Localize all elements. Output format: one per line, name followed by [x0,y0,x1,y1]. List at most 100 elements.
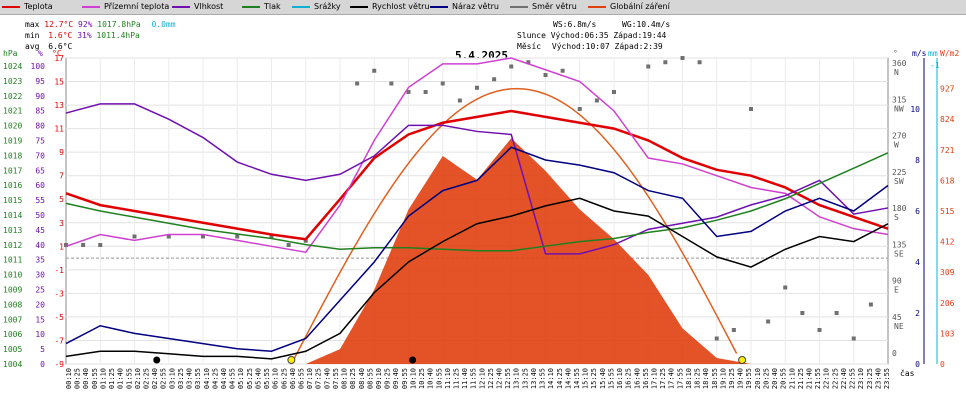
hpa-tick-label: 1023 [3,77,22,86]
wind-direction-point [766,319,771,324]
wind-direction-point [543,73,548,77]
hpa-tick-label: 1011 [3,256,22,265]
time-tick-label: 11:25 [452,368,460,389]
time-tick-label: 14:10 [547,368,555,389]
hpa-tick-label: 1010 [3,271,22,280]
time-tick-label: 01:25 [108,368,116,389]
legend-label: Teplota [24,2,53,11]
pct-tick-label: 65 [35,166,45,175]
wind-direction-point [697,60,702,65]
wind-direction-point [800,311,805,315]
moonset-marker [153,356,161,364]
direction-tick-value: 225 [892,168,907,177]
legend-swatch [172,5,190,8]
wind-direction-point [594,98,599,103]
stat-wg: WG:10.4m/s [622,20,671,29]
stat-max-temp: 12.7°C [44,20,74,29]
time-tick-label: 10:40 [427,368,435,389]
direction-tick-value: 135 [892,240,907,249]
wind-direction-point [560,68,565,73]
legend-label: Náraz větru [452,2,499,11]
wm2-tick-label: 721 [940,146,955,155]
time-tick-label: 18:10 [685,368,693,389]
pct-tick-label: 30 [35,271,45,280]
time-tick-label: 12:25 [487,368,495,389]
pct-tick-label: 75 [35,137,45,146]
stat-min-press: 1011.4hPa [96,31,140,40]
celsius-tick-label: -7 [54,336,64,345]
hpa-tick-label: 1009 [3,286,22,295]
celsius-tick-label: 11 [54,125,64,134]
time-tick-label: 16:10 [616,368,624,389]
pct-tick-label: 35 [35,256,45,265]
wm2-axis-title: W/m2 [940,49,959,58]
time-tick-label: 05:40 [254,368,262,389]
time-tick-label: 22:10 [823,368,831,389]
celsius-tick-label: 13 [54,101,64,110]
hpa-tick-label: 1017 [3,166,22,175]
time-tick-label: 08:25 [349,368,357,389]
pct-tick-label: 15 [35,315,45,324]
celsius-tick-label: -5 [54,313,64,322]
stat-moon-label: Měsíc [517,42,542,51]
hpa-tick-label: 1020 [3,122,22,131]
stat-avg-label: avg [25,42,40,51]
time-tick-label: 03:40 [186,368,194,389]
hpa-tick-label: 1022 [3,92,22,101]
legend-item: Náraz větru [430,2,499,11]
legend-item: Přízemní teplota [82,2,169,11]
time-tick-label: 20:25 [762,368,770,389]
legend-item: Globální záření [588,2,670,11]
legend-item: Vlhkost [172,2,223,11]
pct-tick-label: 95 [35,77,45,86]
celsius-tick-label: -1 [54,266,64,275]
wind-direction-point [98,243,103,247]
time-tick-label: 02:55 [160,368,168,389]
time-tick-label: 08:10 [341,368,349,389]
time-tick-label: 04:40 [220,368,228,389]
stats-avg: avg 6.6°C [25,42,72,51]
time-tick-label: 14:55 [573,368,581,389]
time-tick-label: 06:10 [272,368,280,389]
hpa-tick-label: 1019 [3,137,22,146]
pct-tick-label: 85 [35,107,45,116]
legend-swatch [510,5,528,8]
legend-label: Tlak [264,2,281,11]
legend-swatch [82,5,100,8]
time-tick-label: 13:55 [539,368,547,389]
time-tick-label: 11:10 [444,368,452,389]
time-tick-label: 10:55 [435,368,443,389]
time-tick-label: 07:55 [332,368,340,389]
pct-tick-label: 55 [35,196,45,205]
wm2-tick-label: 927 [940,85,955,94]
time-tick-label: 08:55 [366,368,374,389]
wm2-tick-label: 206 [940,299,955,308]
direction-tick-compass: SW [894,177,904,186]
wind-direction-point [269,234,274,239]
hpa-tick-label: 1016 [3,181,22,190]
time-tick-label: 23:10 [857,368,865,389]
hpa-tick-label: 1015 [3,196,22,205]
wind-direction-point [783,285,788,290]
wind-direction-point [166,234,171,239]
celsius-tick-label: 15 [54,78,64,87]
stat-avg-temp: 6.6°C [48,42,73,51]
time-tick-label: 13:10 [513,368,521,389]
wind-direction-point [509,64,514,69]
pct-tick-label: 60 [35,181,45,190]
time-tick-label: 01:10 [99,368,107,389]
time-tick-label: 20:40 [771,368,779,389]
wind-direction-point [303,238,308,243]
legend-item: Teplota [2,2,53,11]
time-tick-label: 03:10 [168,368,176,389]
legend-swatch [2,5,20,8]
stat-sun-label: Slunce [517,31,546,40]
wind-direction-point [731,328,736,332]
hpa-tick-label: 1008 [3,300,22,309]
wind-direction-point [646,64,651,69]
legend-swatch [242,5,260,8]
time-tick-label: 14:25 [556,368,564,389]
wind-direction-point [749,107,753,111]
time-tick-label: 17:25 [659,368,667,389]
stat-moon: Měsíc Východ:10:07 Západ:2:39 [517,42,663,51]
